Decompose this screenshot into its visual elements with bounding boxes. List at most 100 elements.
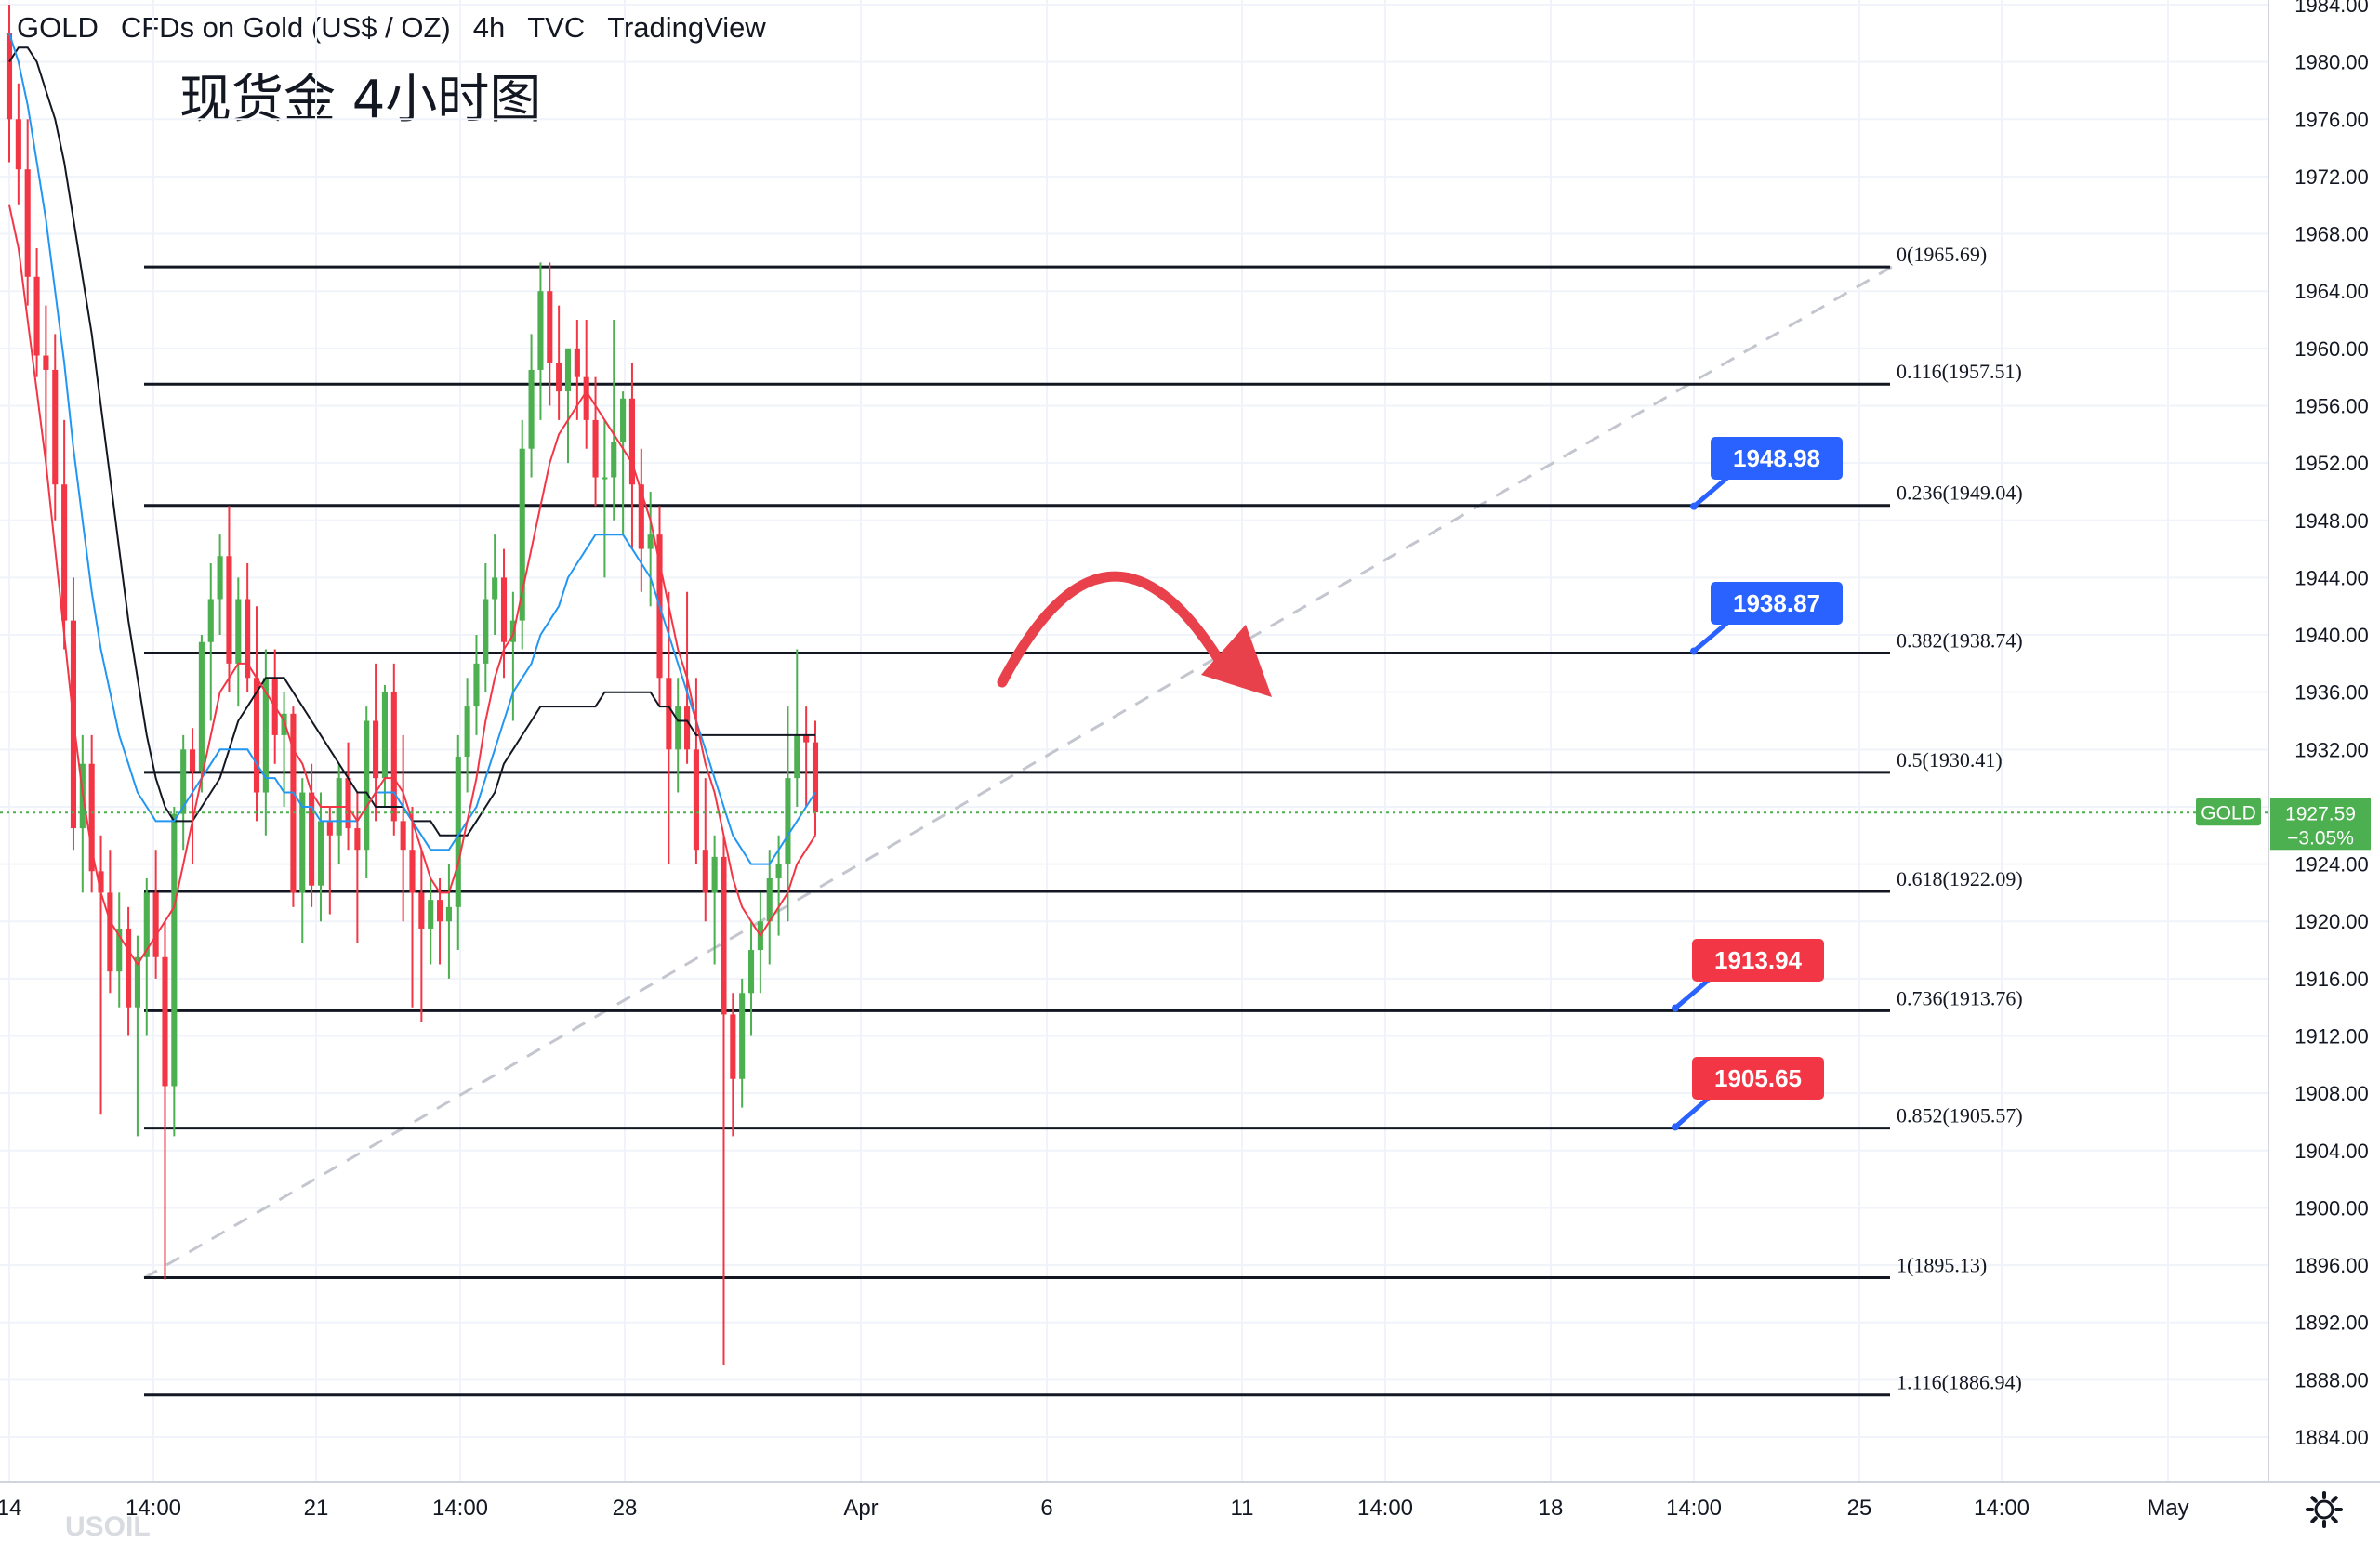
price-tick-label: 1984.00 [2294,0,2369,17]
candle-body [647,534,654,549]
candle [262,649,269,836]
candle-body [88,763,95,872]
candle-body [483,599,489,664]
candle [33,247,40,377]
candle [418,850,425,1022]
candle-body [217,556,223,600]
candlesticks [6,5,819,1365]
candle-body [675,706,681,750]
candle [794,649,800,807]
candle-body [537,291,544,370]
candle-body [162,956,168,1087]
price-tick-label: 1972.00 [2294,165,2369,189]
price-tick-label: 1952.00 [2294,452,2369,475]
candle [730,993,736,1137]
last-price-marker: GOLD 1927.59 −3.05% [0,798,2371,851]
chart-header: GOLD CFDs on Gold (US$ / OZ) 4h TVC Trad… [0,0,788,56]
candle-body [345,778,351,829]
price-callout[interactable]: 1938.87 [1690,582,1843,655]
candle-body [739,993,746,1079]
candle [390,663,397,836]
candle-body [528,369,535,449]
candle [281,692,287,807]
candle-body [15,119,21,170]
last-price-change: −3.05% [2287,827,2354,849]
candle-body [262,678,269,793]
candle [473,635,480,735]
candle-body [730,1014,736,1079]
candle [253,606,260,822]
candle-body [309,792,315,886]
time-axis: 14 14:00 21 14:00 28 Apr 6 11 14:00 18 14:00 25 14:0… [0,1481,2380,1521]
callout-box [1692,939,1824,982]
candle [638,448,644,592]
candle-body [418,892,425,929]
candle [428,878,434,965]
candle-body [207,599,214,642]
price-tick-label: 1944.00 [2294,566,2369,589]
price-tick-label: 1940.00 [2294,624,2369,647]
symbol-label[interactable]: GOLD [17,11,99,44]
price-callout[interactable]: 1905.65 [1672,1057,1824,1131]
candle [739,978,746,1108]
callout-text: 1913.94 [1714,946,1803,974]
candle-body [134,956,140,1008]
candle-body [794,734,800,779]
candle [198,635,205,793]
candle [126,906,132,1036]
fib-level-label: 0.618(1922.09) [1897,867,2023,890]
candle [98,835,104,1115]
time-tick-label: 21 [304,1496,329,1521]
candle [711,835,718,965]
candle [445,864,452,979]
candle [785,706,791,922]
fib-level-label: 0.736(1913.76) [1897,986,2023,1009]
price-tick-label: 1904.00 [2294,1140,2369,1163]
candle-body [684,706,691,750]
price-tick-label: 1924.00 [2294,853,2369,877]
candle [675,678,681,793]
candle [812,720,819,836]
candle [747,921,755,1036]
candle-body [98,871,104,893]
candle [162,921,168,1280]
price-tick-label: 1900.00 [2294,1196,2369,1220]
price-tick-label: 1932.00 [2294,738,2369,761]
candle-body [492,577,498,600]
grid-lines [0,0,2268,1482]
candle-body [628,398,636,485]
candle-body [812,742,819,813]
candle [620,391,627,535]
time-tick-label: 18 [1539,1496,1564,1521]
settings-gear-icon[interactable] [2302,1487,2347,1532]
candle-body [189,749,196,772]
fibonacci-retracement: 0(1965.69) 0.116(1957.51) 0.236(1949.04) 0.… [144,243,2023,1397]
candle-body [24,169,31,277]
price-tick-label: 1912.00 [2294,1025,2369,1048]
candle-body [6,33,13,120]
candle [116,892,123,1008]
candle [88,734,95,893]
candle-body [766,878,773,922]
price-tick-label: 1896.00 [2294,1254,2369,1277]
candle [500,548,508,679]
fib-level-label: 0.5(1930.41) [1897,748,2003,772]
time-tick-label: May [2147,1496,2188,1521]
candle [547,262,553,406]
price-callout[interactable]: 1948.98 [1690,437,1843,510]
candle [602,419,608,578]
callout-text: 1905.65 [1714,1064,1802,1092]
candle [24,119,31,306]
candle-body [400,821,406,851]
callout-box [1711,582,1843,625]
callout-pointer [1673,978,1711,1010]
fib-level-label: 1(1895.13) [1897,1253,1987,1276]
candle [381,684,388,807]
candle [290,706,297,907]
candle-body [473,663,480,707]
price-callout[interactable]: 1913.94 [1672,939,1824,1012]
interval-label[interactable]: 4h [472,11,506,44]
candle-body [611,442,617,478]
forecast-arrow-head [1201,625,1272,697]
